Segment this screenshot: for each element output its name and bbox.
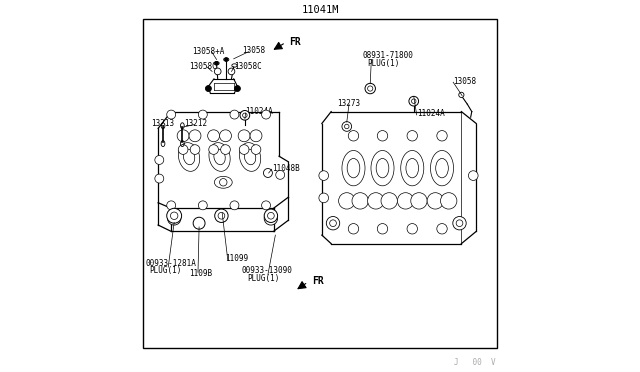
Circle shape (427, 193, 444, 209)
Circle shape (170, 212, 178, 219)
Circle shape (268, 212, 275, 219)
Circle shape (221, 145, 230, 154)
Circle shape (214, 68, 221, 75)
Circle shape (319, 171, 328, 180)
Circle shape (198, 110, 207, 119)
Circle shape (167, 208, 182, 223)
Circle shape (367, 86, 373, 91)
Circle shape (453, 217, 466, 230)
Circle shape (251, 145, 261, 154)
Circle shape (348, 131, 358, 141)
Circle shape (339, 193, 355, 209)
Text: 11048B: 11048B (271, 164, 300, 173)
Circle shape (437, 131, 447, 141)
Circle shape (268, 215, 275, 222)
Text: 13058C: 13058C (189, 62, 217, 71)
Circle shape (456, 220, 463, 227)
Circle shape (155, 174, 164, 183)
Text: 13213: 13213 (151, 119, 174, 128)
Text: 1109B: 1109B (189, 269, 212, 278)
Circle shape (215, 61, 218, 65)
Circle shape (179, 145, 188, 154)
Text: 11099: 11099 (225, 254, 248, 263)
Circle shape (230, 201, 239, 210)
Circle shape (239, 145, 249, 154)
Circle shape (378, 224, 388, 234)
Circle shape (407, 224, 417, 234)
Text: 11024A: 11024A (246, 107, 273, 116)
Text: 13058+A: 13058+A (191, 47, 224, 56)
Circle shape (367, 193, 384, 209)
Circle shape (168, 212, 181, 225)
Text: PLUG(1): PLUG(1) (367, 59, 400, 68)
Circle shape (397, 193, 413, 209)
Circle shape (264, 212, 278, 225)
Circle shape (220, 130, 232, 142)
Circle shape (459, 92, 464, 97)
Circle shape (198, 201, 207, 210)
Circle shape (205, 86, 211, 92)
Circle shape (228, 68, 235, 75)
Circle shape (189, 130, 201, 142)
Circle shape (207, 130, 220, 142)
Circle shape (365, 83, 376, 94)
Circle shape (264, 209, 278, 222)
Text: 13273: 13273 (337, 99, 360, 108)
Circle shape (378, 131, 388, 141)
Circle shape (177, 130, 189, 142)
Text: PLUG(1): PLUG(1) (248, 274, 280, 283)
Circle shape (225, 58, 228, 61)
Text: J   00  V: J 00 V (454, 358, 495, 367)
Text: FR: FR (312, 276, 324, 286)
Circle shape (171, 215, 177, 222)
Text: 11024A: 11024A (417, 109, 444, 118)
Circle shape (230, 110, 239, 119)
Circle shape (330, 220, 337, 227)
Text: 13058: 13058 (453, 77, 476, 86)
Circle shape (209, 145, 218, 154)
Circle shape (190, 145, 200, 154)
Circle shape (437, 224, 447, 234)
Circle shape (411, 193, 427, 209)
Text: 13212: 13212 (184, 119, 207, 128)
Text: 13058C: 13058C (234, 62, 262, 71)
Circle shape (243, 113, 247, 118)
Circle shape (193, 217, 205, 229)
Circle shape (348, 224, 358, 234)
Circle shape (352, 193, 369, 209)
Text: 00933-13090: 00933-13090 (242, 266, 292, 275)
Circle shape (240, 110, 250, 120)
Circle shape (220, 179, 227, 186)
Circle shape (412, 99, 416, 103)
Circle shape (262, 110, 271, 119)
Text: FR: FR (289, 37, 301, 46)
Circle shape (319, 193, 328, 203)
Circle shape (250, 130, 262, 142)
Circle shape (407, 131, 417, 141)
Text: 08931-71800: 08931-71800 (363, 51, 413, 60)
Circle shape (468, 171, 478, 180)
Circle shape (381, 193, 397, 209)
Text: PLUG(1): PLUG(1) (150, 266, 182, 275)
Text: 11041M: 11041M (301, 6, 339, 15)
Circle shape (409, 96, 419, 106)
Text: 13058: 13058 (243, 46, 266, 55)
Circle shape (262, 201, 271, 210)
Circle shape (344, 124, 349, 129)
Circle shape (440, 193, 457, 209)
Circle shape (155, 155, 164, 164)
Circle shape (167, 201, 175, 210)
Text: 00933-1281A: 00933-1281A (145, 259, 196, 268)
Circle shape (218, 212, 225, 219)
Circle shape (342, 122, 351, 131)
Circle shape (276, 170, 285, 179)
Circle shape (167, 110, 175, 119)
Circle shape (326, 217, 340, 230)
Circle shape (215, 209, 228, 222)
Circle shape (238, 130, 250, 142)
Circle shape (234, 86, 241, 92)
Bar (143, 19, 497, 348)
Circle shape (264, 169, 273, 177)
